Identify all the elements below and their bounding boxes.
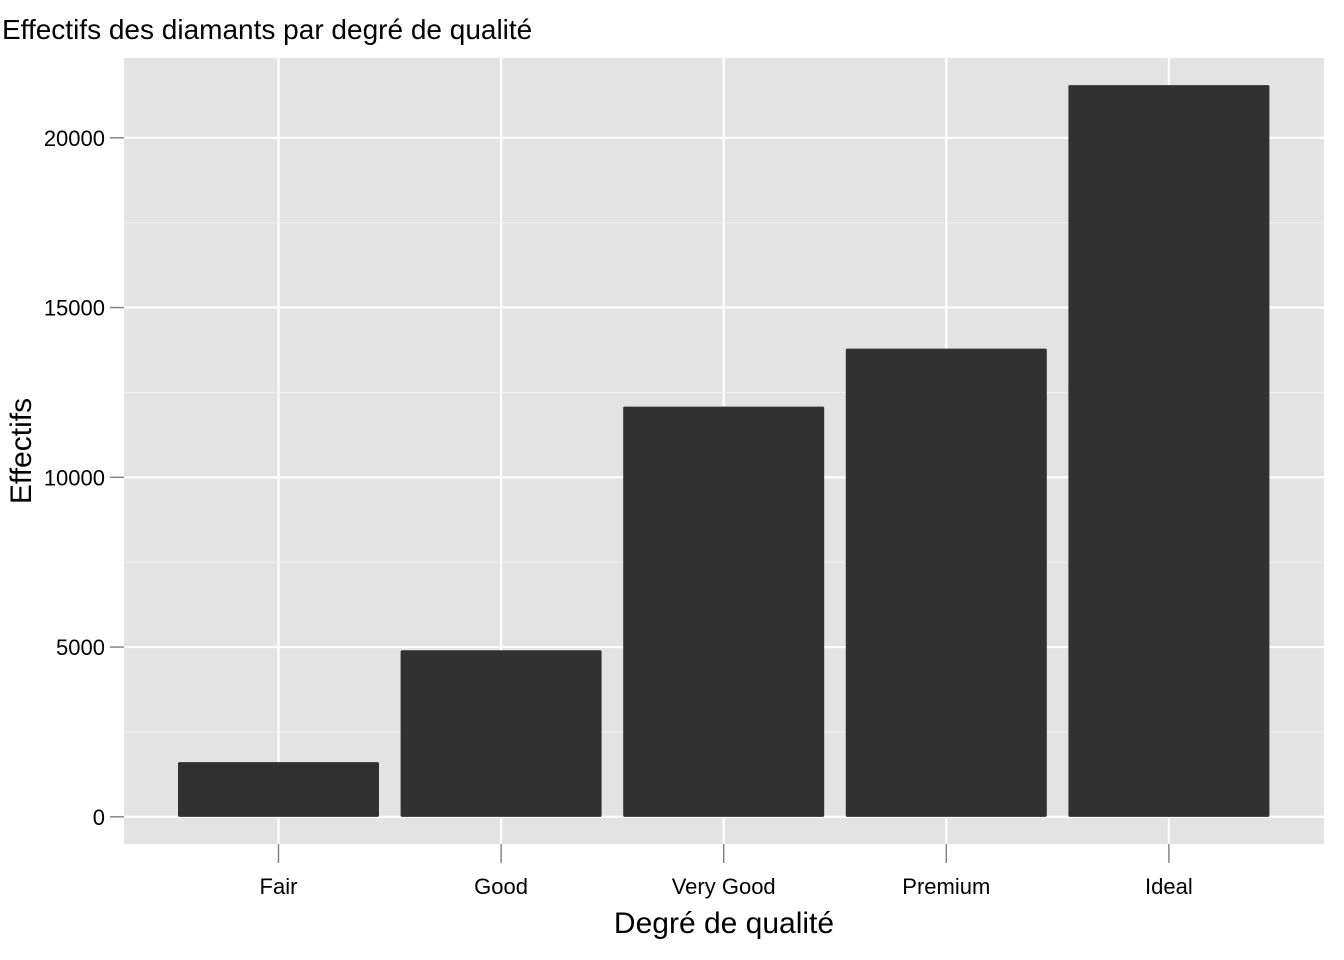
bar-premium — [845, 348, 1047, 817]
x-tick-label: Good — [474, 874, 528, 899]
y-tick-label: 10000 — [44, 465, 105, 490]
x-axis-title: Degré de qualité — [614, 907, 834, 940]
x-tick-label: Very Good — [672, 874, 776, 899]
x-tick-label: Fair — [260, 874, 298, 899]
y-axis: 0 5000 10000 15000 20000 — [44, 126, 124, 830]
x-tick-label: Premium — [902, 874, 990, 899]
y-tick-label: 15000 — [44, 296, 105, 321]
y-tick-label: 0 — [93, 805, 105, 830]
bars — [178, 85, 1270, 817]
y-tick-label: 20000 — [44, 126, 105, 151]
y-tick-label: 5000 — [56, 635, 105, 660]
bar-good — [400, 650, 602, 817]
chart-title: Effectifs des diamants par degré de qual… — [2, 14, 532, 45]
x-tick-label: Ideal — [1145, 874, 1193, 899]
bar-ideal — [1068, 85, 1270, 817]
y-axis-title: Effectifs — [5, 398, 38, 504]
x-axis: Fair Good Very Good Premium Ideal — [260, 844, 1193, 899]
bar-very-good — [623, 406, 825, 817]
bar-fair — [178, 762, 379, 817]
